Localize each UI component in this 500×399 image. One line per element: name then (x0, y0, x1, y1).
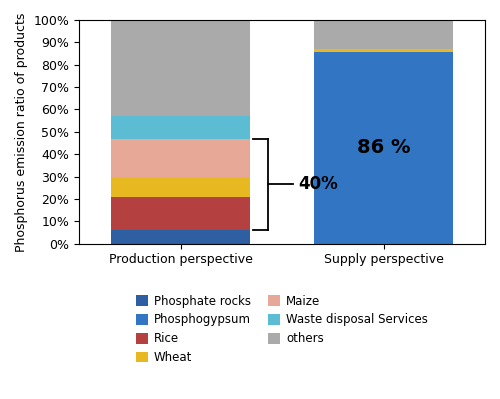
Bar (314, 52, 454, 244)
Bar (111, 138, 250, 176)
Bar (111, 20, 250, 116)
Bar (111, 176, 250, 197)
Legend: Phosphate rocks, Phosphogypsum, Rice, Wheat, Maize, Waste disposal Services, oth: Phosphate rocks, Phosphogypsum, Rice, Wh… (132, 290, 433, 369)
Bar (314, 49, 454, 52)
Bar (314, 20, 454, 49)
Bar (111, 197, 250, 230)
Bar (111, 116, 250, 138)
Y-axis label: Phosphorus emission ratio of products: Phosphorus emission ratio of products (15, 12, 28, 251)
Text: 40%: 40% (298, 176, 339, 194)
Text: 86 %: 86 % (357, 138, 410, 157)
Bar (111, 230, 250, 244)
